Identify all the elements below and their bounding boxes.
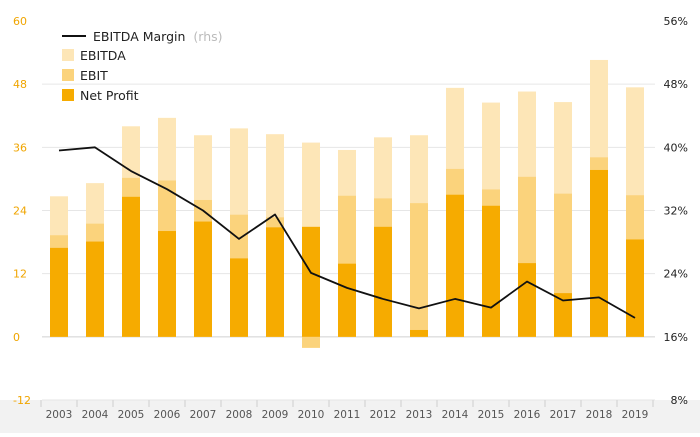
x-tick-label: 2008	[226, 409, 253, 421]
x-tick-label: 2016	[514, 409, 541, 421]
left-tick-label: 24	[13, 205, 27, 218]
bar-net-profit	[410, 329, 428, 337]
bar-net-profit	[302, 226, 320, 337]
x-tick-label: 2003	[46, 409, 73, 421]
legend-margin-suffix: (rhs)	[193, 29, 222, 44]
x-tick-label: 2005	[118, 409, 145, 421]
bar-net-profit	[266, 227, 284, 337]
bar-net-profit	[374, 226, 392, 337]
legend-margin-text: EBITDA Margin	[93, 29, 185, 44]
right-axis-ticks: 56% 48% 40% 32% 24% 16% 8%	[664, 15, 688, 407]
ebitda-margin-line	[58, 146, 636, 319]
x-tick-label: 2007	[190, 409, 217, 421]
bar-net-profit	[590, 169, 608, 337]
right-tick-label: 24%	[664, 268, 688, 281]
right-tick-label: 48%	[664, 78, 688, 91]
right-tick-label: 32%	[664, 205, 688, 218]
legend-net-swatch	[62, 89, 74, 101]
legend-margin-label: EBITDA Margin (rhs)	[93, 29, 223, 44]
legend-ebitda-label: EBITDA	[80, 48, 126, 63]
x-tick-label: 2015	[478, 409, 505, 421]
bar-net-profit	[50, 247, 68, 337]
bar-net-profit	[194, 221, 212, 337]
bar-net-profit	[626, 239, 644, 337]
bar-net-profit	[518, 263, 536, 337]
bar-net-profit	[482, 205, 500, 337]
left-tick-label: 48	[13, 78, 27, 91]
x-tick-label: 2019	[622, 409, 649, 421]
x-axis-ticks: 2003 2004 2005 2006 2007 2008 2009 2010 2011 2012…	[40, 400, 654, 421]
legend-net-label: Net Profit	[80, 88, 139, 103]
x-axis-band	[0, 400, 700, 433]
right-tick-label: 56%	[664, 15, 688, 28]
bars	[50, 59, 644, 348]
x-tick-label: 2013	[406, 409, 433, 421]
left-tick-label: 36	[13, 141, 27, 154]
legend: EBITDA Margin (rhs) EBITDA EBIT Net Prof…	[62, 29, 223, 103]
left-axis-ticks: 60 48 36 24 12 0 -12	[13, 15, 31, 407]
x-tick-label: 2006	[154, 409, 181, 421]
legend-ebit-swatch	[62, 69, 74, 81]
margin-line-layer	[58, 146, 636, 319]
right-tick-label: 8%	[671, 394, 688, 407]
x-tick-label: 2009	[262, 409, 289, 421]
x-tick-label: 2017	[550, 409, 577, 421]
legend-ebit-label: EBIT	[80, 68, 108, 83]
bar-net-profit	[230, 258, 248, 337]
x-tick-label: 2011	[334, 409, 361, 421]
bar-net-profit	[86, 241, 104, 337]
bar-net-profit	[554, 293, 572, 337]
x-tick-label: 2018	[586, 409, 613, 421]
bar-net-profit	[338, 263, 356, 337]
x-tick-label: 2010	[298, 409, 325, 421]
right-tick-label: 16%	[664, 331, 688, 344]
right-tick-label: 40%	[664, 141, 688, 154]
bar-ebit	[410, 203, 428, 337]
bar-net-profit	[446, 194, 464, 337]
x-tick-label: 2014	[442, 409, 469, 421]
legend-ebitda-swatch	[62, 49, 74, 61]
x-tick-label: 2012	[370, 409, 397, 421]
bar-net-profit	[158, 231, 176, 337]
left-tick-label: 60	[13, 15, 27, 28]
left-tick-label: -12	[13, 394, 31, 407]
bar-ebit	[302, 336, 320, 348]
left-tick-label: 12	[13, 268, 27, 281]
left-tick-label: 0	[13, 331, 20, 344]
bar-net-profit	[122, 196, 140, 337]
x-tick-label: 2004	[82, 409, 109, 421]
